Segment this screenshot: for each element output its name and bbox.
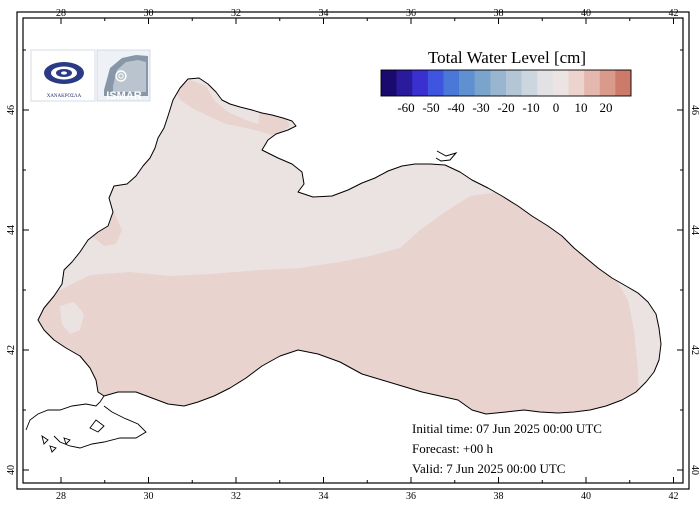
colorbar-tick-label: 0 [553,100,560,115]
colorbar-tick-label: -10 [522,100,539,115]
lon-tick-label-top: 36 [406,8,416,19]
colorbar-tick-label: -20 [497,100,514,115]
lon-tick-label-top: 38 [494,8,504,19]
lon-tick-label-bottom: 32 [231,491,241,502]
ismar-logo-text: ISMAR [106,90,142,102]
colorbar-swatch [537,70,554,96]
lon-tick-label-top: 34 [319,8,329,19]
forecast-text: Forecast: +00 h [412,441,493,456]
colorbar-swatch [412,70,429,96]
lon-tick-label-bottom: 42 [669,491,679,502]
kerch-strait-coast [435,150,458,162]
colorbar-tick-label: -50 [422,100,439,115]
lat-tick-label-right: 46 [689,105,700,115]
colorbar-tick-label: -60 [397,100,414,115]
lon-tick-label-bottom: 38 [494,491,504,502]
colorbar-tick-label: 20 [600,100,613,115]
sea-patch-east-coast [626,290,661,388]
colorbar-legend: Total Water Level [cm] -60 -50 -40 -30 -20 -1… [380,48,632,115]
lat-tick-label-right: 40 [689,465,700,475]
colorbar-swatch [490,70,507,96]
map-frame [16,11,690,490]
institute-logo-caption: ΧΑΝΑΚΡΟΣΛΑ [47,94,82,99]
lon-tick-label-bottom: 40 [581,491,591,502]
initial-time-text: Initial time: 07 Jun 2025 00:00 UTC [412,421,602,436]
lat-tick-label-left: 40 [6,465,17,475]
lat-tick-label-left: 42 [6,345,17,355]
colorbar-swatch [568,70,585,96]
colorbar-swatch [615,70,632,96]
colorbar-tick-label: -40 [447,100,464,115]
lon-tick-label-top: 30 [144,8,154,19]
colorbar-tick-labels: -60 -50 -40 -30 -20 -10 0 10 20 [397,100,612,115]
lon-tick-label-bottom: 36 [406,491,416,502]
black-sea-coastline [37,77,662,415]
lat-tick-label-left: 44 [6,225,17,235]
sea-surface-positive [38,192,640,414]
lat-tick-label-right: 44 [689,225,700,235]
lon-tick-label-bottom: 34 [319,491,329,502]
lat-tick-label-left: 46 [6,105,17,115]
colorbar-swatch [584,70,601,96]
institute-logo: ΧΑΝΑΚΡΟΣΛΑ [30,49,96,102]
forecast-info: Initial time: 07 Jun 2025 00:00 UTC Fore… [412,421,602,476]
valid-time-text: Valid: 7 Jun 2025 00:00 UTC [412,461,565,476]
colorbar-swatch [443,70,460,96]
sea-patch-north [176,80,290,136]
ismar-logo: ISMAR [96,49,151,102]
sea-patch-west-bay [60,302,84,334]
colorbar-swatch [506,70,522,96]
colorbar-border [380,69,632,97]
graticule-ticks: 28 28 30 30 32 32 34 34 36 36 38 38 40 40 42 42 40 40 42 42… [6,8,700,502]
lon-tick-label-top: 28 [56,8,66,19]
colorbar-swatches [381,70,632,96]
colorbar-swatch [552,70,569,96]
marmara-sea-coast [25,395,147,453]
lon-tick-label-bottom: 28 [56,491,66,502]
colorbar-tick-label: -30 [472,100,489,115]
colorbar-swatch [474,70,491,96]
colorbar-swatch [381,70,397,96]
lon-tick-label-bottom: 30 [144,491,154,502]
lon-tick-label-top: 40 [581,8,591,19]
colorbar-swatch [396,70,413,96]
lon-tick-label-top: 32 [231,8,241,19]
colorbar-swatch [599,70,616,96]
colorbar-tick-label: 10 [575,100,588,115]
colorbar-swatch [459,70,476,96]
legend-title: Total Water Level [cm] [428,48,586,67]
lon-tick-label-top: 42 [669,8,679,19]
colorbar-swatch [427,70,444,96]
lat-tick-label-right: 42 [689,345,700,355]
colorbar-swatch [521,70,538,96]
